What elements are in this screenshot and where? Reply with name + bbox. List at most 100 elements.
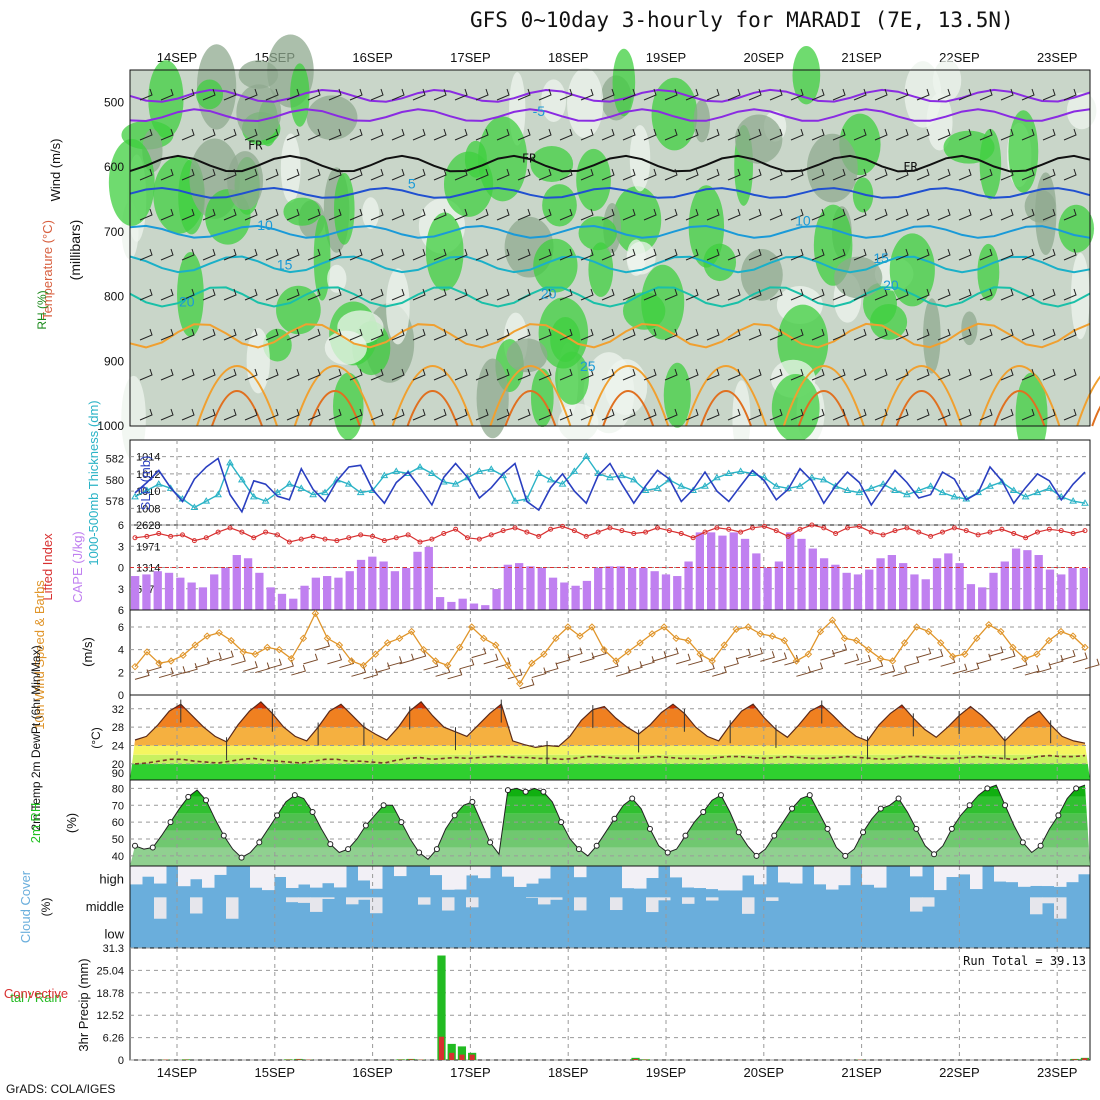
wind-barb xyxy=(958,408,972,421)
wind-speed-point xyxy=(419,645,428,654)
wind-barb xyxy=(685,168,699,181)
wind-barb xyxy=(895,288,909,301)
dewpoint-line xyxy=(134,754,1086,765)
wind-speed-point xyxy=(323,634,332,643)
wind-speed-point xyxy=(600,645,608,654)
wind-barb xyxy=(1021,288,1035,301)
cape-bar xyxy=(1034,555,1043,610)
wind-barb xyxy=(895,208,909,221)
surface-wind-barb xyxy=(760,651,775,662)
run-total-label: Run Total = 39.13 xyxy=(963,954,1086,968)
cape-bar xyxy=(605,566,614,610)
thickness-point xyxy=(416,463,424,470)
wind-barb xyxy=(706,248,720,261)
wind-barb xyxy=(517,328,531,341)
wind-speed-point xyxy=(744,623,752,631)
li-point xyxy=(168,533,174,539)
wind-barb xyxy=(748,168,762,181)
rh-patch xyxy=(1058,204,1095,253)
wind-barb xyxy=(790,208,804,221)
wind-speed-point xyxy=(912,623,921,631)
rh-point xyxy=(416,849,423,856)
wind-barb xyxy=(958,208,972,221)
cape-bar xyxy=(142,574,151,610)
wind-barb xyxy=(517,288,531,301)
wind-barb xyxy=(1063,328,1077,341)
li-point xyxy=(393,535,399,541)
wind-barb xyxy=(202,288,216,301)
li-point xyxy=(643,529,649,535)
isotherm-label: 10 xyxy=(257,217,273,233)
isotherm-label: 20 xyxy=(179,293,195,309)
wind-barb xyxy=(391,328,405,341)
wind-barb xyxy=(475,88,489,101)
wind-barb xyxy=(643,288,657,301)
wind-barb xyxy=(307,128,321,141)
wind-barb xyxy=(685,88,699,101)
wind-barb xyxy=(748,328,762,341)
wind-barb xyxy=(706,88,720,101)
precip-tick-label: 25.04 xyxy=(96,965,124,977)
li-point xyxy=(203,535,209,541)
cape-bar xyxy=(774,561,784,610)
rh-point xyxy=(469,798,476,805)
li-point xyxy=(761,523,767,529)
surface-wind-barb xyxy=(832,643,848,655)
surface-wind-barb xyxy=(1000,649,1016,661)
wind-barb xyxy=(160,168,174,181)
warm-dome-inner xyxy=(895,390,948,427)
high-cloud-gap xyxy=(934,866,947,891)
surface-wind-barb xyxy=(471,647,487,659)
warm-dome-inner xyxy=(406,390,459,427)
wind-barb xyxy=(1063,248,1077,261)
wind-barb xyxy=(601,408,615,421)
wind-barb xyxy=(832,208,846,221)
rh-point xyxy=(256,839,263,846)
wind-barb xyxy=(412,368,426,381)
thickness-point xyxy=(902,490,911,498)
cape-bar xyxy=(853,574,863,610)
thickness-point xyxy=(131,492,139,500)
rh-patch xyxy=(576,148,611,212)
wind-barb xyxy=(328,128,342,141)
wind-barb xyxy=(958,328,972,341)
thickness-point xyxy=(309,490,318,498)
wind-barb xyxy=(664,208,678,221)
thickness-point xyxy=(974,488,983,496)
wind-barb xyxy=(328,288,342,301)
wind-barb xyxy=(874,208,888,221)
thickness-point xyxy=(427,469,436,476)
li-point xyxy=(750,525,755,531)
high-cloud-gap xyxy=(274,866,287,877)
wind-barb xyxy=(769,128,783,141)
rh-point xyxy=(1002,802,1009,809)
li-point xyxy=(453,526,459,532)
cape-bar xyxy=(955,563,964,610)
wind-barb xyxy=(895,168,909,181)
wind-barb xyxy=(1000,88,1014,101)
rh-patch xyxy=(238,60,279,89)
pressure-tick-label: 1000 xyxy=(97,419,124,433)
wind-barb xyxy=(202,248,216,261)
li-point xyxy=(856,523,862,529)
precip-total-bar xyxy=(396,1059,405,1060)
precip-tick-label: 31.3 xyxy=(103,943,124,955)
wind-speed-point xyxy=(780,636,789,645)
cape-bar xyxy=(639,567,648,610)
cape-bar xyxy=(368,556,377,610)
thickness-point xyxy=(867,484,876,491)
li-point xyxy=(833,531,839,536)
wind-barb xyxy=(706,328,720,341)
rh-point xyxy=(646,825,653,832)
precip-conv-label: Convective xyxy=(4,986,68,1001)
high-cloud-gap xyxy=(322,866,335,884)
surface-wind-barb xyxy=(315,639,331,651)
wind-barb xyxy=(811,128,825,141)
wind-barb xyxy=(958,368,972,381)
surface-wind-barb xyxy=(928,649,944,661)
mid-cloud-gap xyxy=(682,897,695,904)
surface-wind-barb xyxy=(219,650,234,662)
precip-axis-label: Total / Rain Convective xyxy=(32,996,43,999)
li-point xyxy=(251,535,257,541)
wind-barb xyxy=(811,168,825,181)
